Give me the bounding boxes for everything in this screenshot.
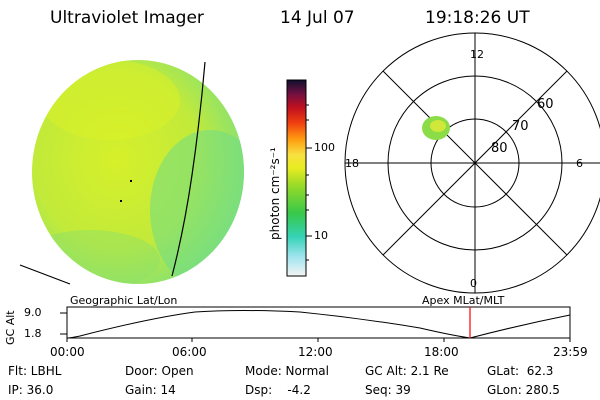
polar-plot	[344, 32, 600, 294]
footer-gain: Gain: 14	[125, 383, 176, 397]
altitude-ytick-1-8: 1.8	[24, 327, 42, 340]
footer-seq: Seq: 39	[365, 383, 411, 397]
altitude-ylabel: GC Alt	[4, 310, 17, 345]
xtick-00-00: 00:00	[50, 345, 85, 359]
xtick-23-59: 23:59	[553, 345, 588, 359]
geographic-label: Geographic Lat/Lon	[70, 294, 178, 307]
terminator-line	[171, 61, 206, 277]
mlt-label-0: 0	[470, 277, 477, 290]
footer-gcalt: GC Alt: 2.1 Re	[365, 364, 449, 378]
lat-label-80: 80	[491, 141, 508, 156]
footer-flt: Flt: LBHL	[8, 364, 62, 378]
footer-glon: GLon: 280.5	[487, 383, 560, 397]
xtick-06-00: 06:00	[172, 345, 207, 359]
footer-glat: GLat: 62.3	[487, 364, 554, 378]
footer-ip: IP: 36.0	[8, 383, 54, 397]
mlt-label-18: 18	[345, 157, 359, 170]
altitude-plot	[60, 306, 571, 342]
apex-label: Apex MLat/MLT	[422, 294, 505, 307]
colorbar-tick-100: 100	[314, 141, 335, 154]
time-label: 19:18:26 UT	[425, 8, 530, 28]
app-title: Ultraviolet Imager	[50, 8, 204, 28]
colorbar	[286, 79, 312, 277]
colorbar-unit-label: photon cm⁻²s⁻¹	[268, 147, 282, 240]
date-label: 14 Jul 07	[280, 8, 355, 28]
lat-label-60: 60	[537, 97, 554, 112]
altitude-ytick-9: 9.0	[24, 306, 42, 319]
lat-label-70: 70	[512, 119, 529, 134]
colorbar-tick-10: 10	[314, 229, 328, 242]
footer-mode: Mode: Normal	[245, 364, 329, 378]
altitude-curve	[66, 310, 571, 339]
uv-earth-image	[19, 60, 244, 285]
xtick-18-00: 18:00	[424, 345, 459, 359]
footer-dsp: Dsp: -4.2	[245, 383, 311, 397]
xtick-12-00: 12:00	[298, 345, 333, 359]
mlt-label-6: 6	[576, 157, 583, 170]
footer-door: Door: Open	[125, 364, 194, 378]
mlt-label-12: 12	[470, 48, 484, 61]
limb-line	[19, 264, 71, 285]
